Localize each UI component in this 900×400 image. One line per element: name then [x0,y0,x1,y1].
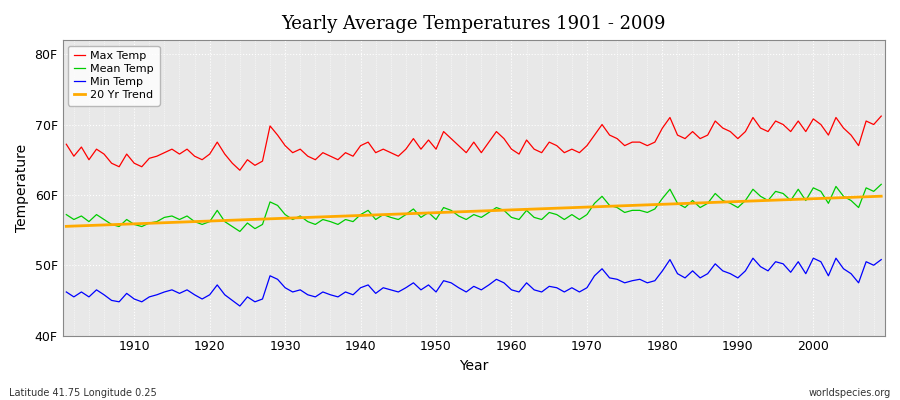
Y-axis label: Temperature: Temperature [15,144,29,232]
Mean Temp [295,214,306,218]
Max Temp [122,152,132,156]
Mean Temp [235,229,246,234]
Max Temp [514,152,525,156]
Mean Temp [876,182,886,187]
Min Temp [61,290,72,294]
20 Yr Trend [499,208,509,212]
Text: Latitude 41.75 Longitude 0.25: Latitude 41.75 Longitude 0.25 [9,388,157,398]
Mean Temp [604,203,615,208]
Max Temp [295,147,306,152]
Min Temp [748,256,759,260]
Mean Temp [340,217,351,222]
20 Yr Trend [122,222,132,226]
Max Temp [506,147,517,152]
20 Yr Trend [597,204,608,209]
20 Yr Trend [333,214,344,219]
20 Yr Trend [876,194,886,199]
Min Temp [122,291,132,296]
Max Temp [876,114,886,118]
Max Temp [604,133,615,138]
Legend: Max Temp, Mean Temp, Min Temp, 20 Yr Trend: Max Temp, Mean Temp, Min Temp, 20 Yr Tre… [68,46,159,106]
Min Temp [506,288,517,292]
Mean Temp [122,217,132,222]
Min Temp [340,290,351,294]
Line: Max Temp: Max Temp [67,116,881,170]
Mean Temp [506,215,517,220]
Mean Temp [61,212,72,217]
Min Temp [235,304,246,308]
Max Temp [61,142,72,147]
Title: Yearly Average Temperatures 1901 - 2009: Yearly Average Temperatures 1901 - 2009 [282,15,666,33]
Line: Min Temp: Min Temp [67,258,881,306]
Min Temp [295,288,306,292]
20 Yr Trend [287,216,298,220]
Mean Temp [514,217,525,222]
20 Yr Trend [506,208,517,212]
Max Temp [340,150,351,155]
Min Temp [876,257,886,262]
20 Yr Trend [61,224,72,229]
Min Temp [604,276,615,280]
Min Temp [514,290,525,294]
Text: worldspecies.org: worldspecies.org [809,388,891,398]
X-axis label: Year: Year [459,359,489,373]
Line: 20 Yr Trend: 20 Yr Trend [67,196,881,226]
Line: Mean Temp: Mean Temp [67,184,881,232]
Max Temp [235,168,246,173]
